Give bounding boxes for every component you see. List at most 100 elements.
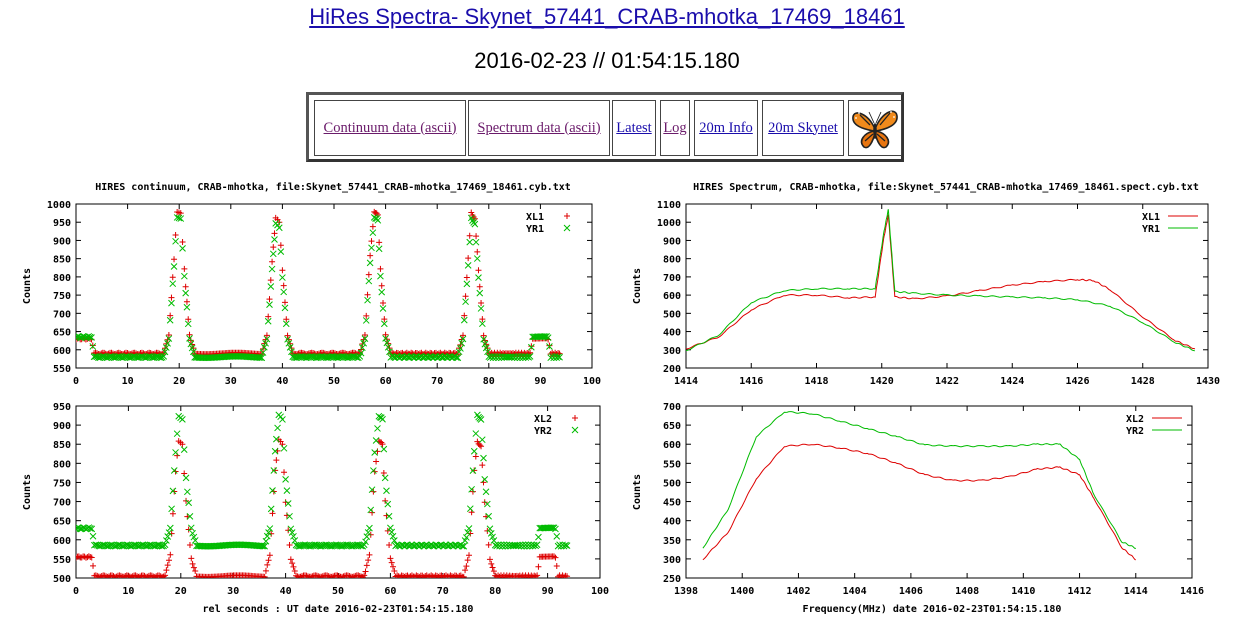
legend-swatch (563, 224, 571, 232)
data-point (262, 567, 269, 574)
page-title-link[interactable]: HiRes Spectra- Skynet_57441_CRAB-mhotka_… (309, 4, 905, 29)
data-point (535, 563, 542, 570)
data-point (533, 541, 541, 549)
data-point (463, 563, 470, 570)
x-tick-label: 1412 (1068, 586, 1092, 597)
data-point (280, 282, 287, 289)
data-point (255, 354, 263, 361)
x-tick-label: 70 (431, 376, 443, 387)
nav-log-link[interactable]: Log (660, 100, 690, 156)
data-point (556, 353, 563, 361)
data-point (530, 541, 538, 549)
data-point (473, 233, 480, 240)
y-tick-label: 300 (663, 346, 681, 357)
data-point (281, 304, 289, 312)
data-point (371, 449, 379, 456)
data-point (472, 238, 480, 246)
nav-latest-link[interactable]: Latest (612, 100, 656, 156)
data-point (388, 528, 396, 536)
data-point (363, 312, 370, 319)
x-axis-label: Frequency(MHz) date 2016-02-23T01:54:15.… (803, 604, 1062, 615)
butterfly-logo-cell[interactable] (848, 100, 902, 156)
data-point (271, 236, 278, 243)
nav-continuum-data-link[interactable]: Continuum data (ascii) (314, 100, 466, 156)
x-tick-label: 100 (583, 376, 601, 387)
data-point (269, 250, 277, 258)
data-point (182, 289, 190, 297)
y-tick-label: 700 (53, 309, 71, 320)
data-point (474, 248, 481, 255)
data-point (380, 300, 387, 307)
data-point (480, 335, 487, 343)
data-point (277, 242, 284, 249)
data-point (382, 331, 389, 338)
data-point (166, 557, 173, 564)
data-point (162, 344, 170, 351)
y-tick-label: 650 (53, 328, 71, 339)
data-point (284, 332, 291, 339)
data-point (478, 436, 486, 444)
x-tick-label: 80 (483, 376, 495, 387)
x-tick-label: 80 (489, 586, 501, 597)
data-point (532, 573, 539, 578)
data-point (368, 486, 376, 494)
data-point (263, 335, 271, 343)
data-point (463, 280, 471, 288)
data-point (373, 458, 380, 465)
nav-20m-info-link[interactable]: 20m Info (694, 100, 758, 156)
y-tick-label: 350 (663, 536, 681, 547)
data-point (290, 563, 297, 570)
data-point (281, 469, 288, 476)
data-point (462, 293, 469, 300)
data-point (462, 567, 469, 574)
data-point (259, 349, 267, 356)
y-axis-label: Counts (632, 268, 643, 304)
data-point (293, 572, 300, 578)
y-tick-label: 850 (53, 255, 71, 266)
plot-frame (685, 203, 1209, 369)
data-point (454, 354, 462, 362)
data-point (355, 572, 362, 578)
data-point (88, 334, 95, 341)
nav-spectrum-data-link[interactable]: Spectrum data (ascii) (468, 100, 610, 156)
y-tick-label: 950 (53, 218, 71, 229)
data-point (523, 353, 531, 361)
data-point (187, 337, 194, 344)
data-point (361, 331, 368, 338)
data-point (379, 305, 387, 312)
data-point (309, 573, 316, 578)
x-tick-label: 20 (175, 586, 187, 597)
data-point (478, 443, 485, 450)
y-tick-label: 400 (663, 517, 681, 528)
y-tick-label: 200 (663, 364, 681, 375)
data-point (267, 505, 275, 513)
data-point (364, 296, 371, 304)
data-point (465, 255, 472, 262)
data-point (161, 348, 169, 356)
butterfly-icon (852, 110, 898, 149)
data-point (388, 559, 395, 566)
data-point (527, 349, 534, 356)
x-tick-label: 1406 (899, 586, 923, 597)
data-point (540, 333, 548, 340)
data-point (179, 244, 186, 252)
data-point (380, 320, 388, 328)
data-point (463, 534, 470, 541)
data-point (290, 532, 297, 540)
x-tick-label: 1416 (1180, 586, 1204, 597)
data-point (362, 568, 369, 575)
data-point (137, 573, 144, 578)
y-tick-label: 700 (663, 402, 681, 413)
y-tick-label: 900 (663, 236, 681, 247)
data-point (478, 320, 486, 328)
y-tick-label: 950 (53, 402, 71, 413)
data-point (489, 533, 496, 541)
x-tick-label: 1426 (1065, 376, 1089, 387)
data-point (171, 256, 178, 263)
x-tick-label: 90 (542, 586, 554, 597)
data-point (386, 348, 393, 356)
y-axis-label: Counts (22, 268, 33, 304)
nav-20m-skynet-link[interactable]: 20m Skynet (762, 100, 844, 156)
data-point (162, 572, 169, 578)
